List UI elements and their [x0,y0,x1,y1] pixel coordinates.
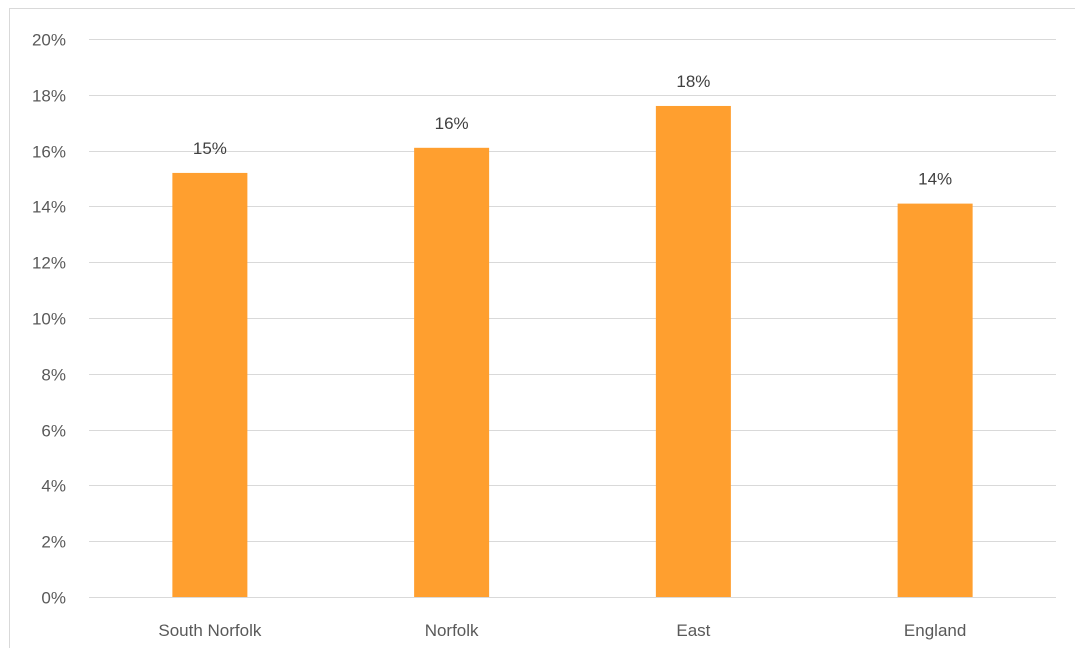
y-tick-label: 0% [41,589,66,608]
y-axis-tick-labels: 0% 2% 4% 6% 8% 10% 12% 14% 16% 18% 20% [32,31,66,608]
x-axis-category-labels: South Norfolk Norfolk East England [158,621,966,640]
bars [172,105,973,598]
x-category-label: Norfolk [425,621,479,640]
y-tick-label: 10% [32,310,66,329]
data-label: 16% [435,114,469,133]
x-category-label: East [676,621,710,640]
y-tick-label: 2% [41,533,66,552]
chart-area [9,8,1075,648]
x-category-label: England [904,621,966,640]
bar [655,105,731,598]
y-tick-label: 4% [41,477,66,496]
y-tick-label: 14% [32,198,66,217]
gridlines [89,39,1056,598]
y-tick-label: 8% [41,366,66,385]
bar [172,172,248,598]
bar [897,203,973,598]
data-labels: 15% 16% 18% 14% [193,72,952,189]
x-category-label: South Norfolk [158,621,261,640]
y-tick-label: 20% [32,31,66,50]
bar [414,147,490,597]
y-tick-label: 18% [32,87,66,106]
y-tick-label: 16% [32,143,66,162]
data-label: 14% [918,170,952,189]
y-tick-label: 6% [41,422,66,441]
data-label: 15% [193,139,227,158]
y-tick-label: 12% [32,254,66,273]
data-label: 18% [676,72,710,91]
